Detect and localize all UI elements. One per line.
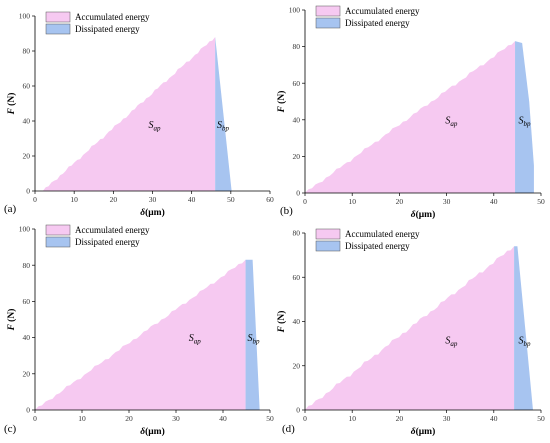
x-tick-label: 40 [490, 414, 498, 423]
y-tick-label: 40 [293, 317, 301, 326]
y-tick-label: 40 [293, 115, 301, 124]
y-axis-title: F (N) [276, 311, 287, 334]
y-axis-title: F (N) [6, 309, 17, 332]
x-tick-label: 10 [348, 414, 356, 423]
y-axis-title: F (N) [276, 91, 287, 114]
area-label-dissipated: Sbp [518, 336, 531, 349]
x-tick-label: 50 [537, 414, 545, 423]
legend-swatch-accumulated [45, 224, 71, 236]
accumulated-energy-area [305, 246, 515, 410]
y-tick-label: 20 [23, 152, 31, 161]
dissipated-energy-area [515, 41, 534, 193]
legend-label-dissipated: Dissipated energy [345, 241, 410, 251]
chart-panel-4: 0 10 20 30 40 50 0 20 40 60 80 δ(μm) F (N) Accumulate… [276, 229, 545, 437]
x-tick-label: 50 [227, 195, 235, 204]
dissipated-energy-area [245, 259, 260, 410]
x-tick-label: 20 [396, 414, 404, 423]
y-tick-label: 60 [23, 82, 31, 91]
legend-label-accumulated: Accumulated energy [75, 225, 150, 235]
x-tick-label: 30 [172, 414, 180, 423]
y-tick-label: 20 [293, 152, 301, 161]
legend-label-dissipated: Dissipated energy [75, 237, 140, 247]
area-label-dissipated: Sbp [248, 333, 260, 346]
chart-panel-2: 0 10 20 30 40 50 0 20 40 60 80 100 δ(μm) F (N) Accumul… [276, 6, 545, 220]
x-tick-label: 20 [396, 197, 404, 206]
x-axis-title: δ(μm) [411, 209, 436, 220]
x-tick-label: 30 [443, 414, 451, 423]
y-tick-label: 100 [289, 6, 301, 15]
legend-swatch-dissipated [315, 17, 341, 29]
legend-swatch-dissipated [315, 240, 341, 252]
accumulated-energy-area [42, 37, 216, 191]
dissipated-energy-area [215, 37, 232, 191]
area-label-accumulated: Sap [148, 120, 161, 133]
area-label-accumulated: Sap [445, 336, 458, 349]
y-tick-label: 20 [23, 369, 31, 378]
chart-panel-1: 0 10 20 30 40 50 60 0 20 40 60 80 100 δ(μm) F (N) Accum… [4, 12, 274, 218]
legend-swatch-dissipated [45, 23, 71, 35]
panel-label: (c) [4, 423, 17, 435]
x-tick-label: 40 [219, 414, 227, 423]
y-tick-label: 60 [293, 79, 301, 88]
x-tick-label: 50 [266, 414, 274, 423]
x-axis-title: δ(μm) [411, 426, 436, 437]
y-tick-label: 60 [23, 297, 31, 306]
y-tick-label: 40 [23, 333, 31, 342]
x-axis-title: δ(μm) [140, 426, 165, 437]
x-tick-label: 10 [78, 414, 86, 423]
chart-panel-3: 0 10 20 30 40 50 0 20 40 60 80 100 δ(μm) F (N) Accumul… [4, 225, 274, 437]
y-tick-label: 40 [23, 117, 31, 126]
x-tick-label: 10 [348, 197, 356, 206]
y-tick-label: 0 [296, 406, 300, 415]
x-tick-label: 40 [490, 197, 498, 206]
y-tick-label: 0 [26, 187, 30, 196]
x-tick-label: 0 [303, 197, 307, 206]
accumulated-energy-area [35, 259, 246, 410]
x-tick-label: 50 [537, 197, 545, 206]
legend-label-accumulated: Accumulated energy [345, 6, 420, 16]
x-tick-label: 0 [303, 414, 307, 423]
area-label-dissipated: Sbp [217, 120, 230, 133]
y-tick-label: 20 [293, 361, 301, 370]
x-tick-label: 20 [125, 414, 133, 423]
x-tick-label: 0 [33, 414, 37, 423]
x-tick-label: 30 [443, 197, 451, 206]
x-tick-label: 60 [266, 195, 274, 204]
panel-label: (d) [282, 423, 295, 435]
x-tick-label: 10 [70, 195, 78, 204]
x-tick-label: 40 [188, 195, 196, 204]
y-tick-label: 100 [19, 12, 31, 21]
x-tick-label: 20 [110, 195, 118, 204]
y-tick-label: 60 [293, 273, 301, 282]
y-tick-label: 80 [23, 47, 31, 56]
y-axis-title: F (N) [6, 93, 17, 116]
x-tick-label: 0 [33, 195, 37, 204]
panel-label: (a) [4, 203, 17, 215]
y-tick-label: 100 [19, 225, 31, 234]
area-label-accumulated: Sap [189, 333, 202, 346]
legend-swatch-dissipated [45, 236, 71, 248]
area-label-accumulated: Sap [445, 115, 458, 128]
y-tick-label: 0 [296, 189, 300, 198]
y-tick-label: 80 [23, 261, 31, 270]
y-tick-label: 80 [293, 229, 301, 238]
y-tick-label: 80 [293, 42, 301, 51]
accumulated-energy-area [305, 41, 516, 193]
legend-label-dissipated: Dissipated energy [75, 24, 140, 34]
legend-label-accumulated: Accumulated energy [345, 229, 420, 239]
y-tick-label: 0 [26, 406, 30, 415]
dissipated-energy-area [514, 246, 533, 410]
legend-label-dissipated: Dissipated energy [345, 18, 410, 28]
x-axis-title: δ(μm) [140, 207, 165, 218]
legend-label-accumulated: Accumulated energy [75, 12, 150, 22]
panel-label: (b) [280, 205, 293, 217]
area-label-dissipated: Sbp [518, 115, 531, 128]
legend-swatch-accumulated [315, 228, 341, 240]
legend-swatch-accumulated [315, 5, 341, 17]
legend-swatch-accumulated [45, 11, 71, 23]
x-tick-label: 30 [149, 195, 157, 204]
